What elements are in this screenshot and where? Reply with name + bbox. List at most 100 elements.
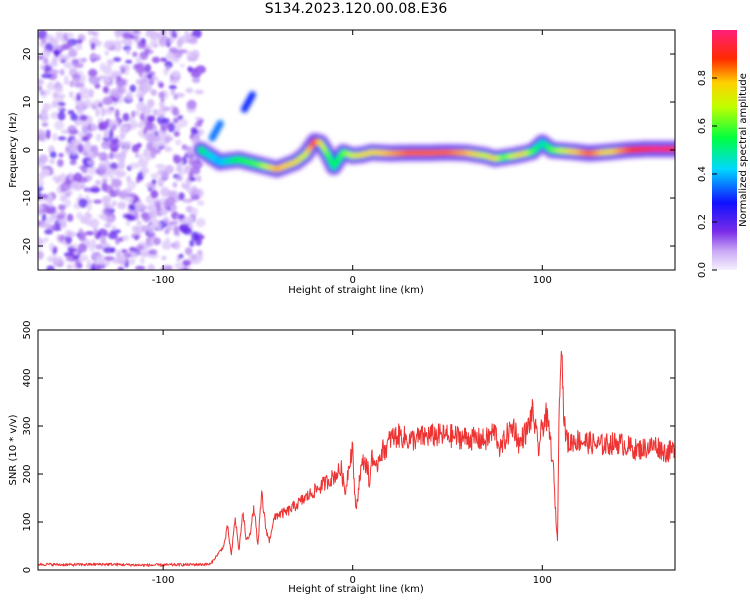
- noise-blob: [168, 190, 179, 197]
- x-tick-label: 0: [350, 275, 356, 286]
- ridge-point: [671, 145, 675, 153]
- noise-blob: [192, 185, 197, 196]
- noise-blob: [38, 208, 43, 216]
- noise-blob: [46, 265, 55, 270]
- noise-blob: [135, 91, 145, 99]
- noise-blob: [65, 234, 73, 245]
- noise-blob: [164, 145, 171, 153]
- noise-blob: [78, 198, 88, 209]
- noise-blob: [80, 90, 91, 100]
- noise-blob: [94, 83, 101, 89]
- noise-blob: [134, 234, 139, 241]
- noise-blob: [57, 204, 66, 211]
- noise-blob: [192, 76, 199, 83]
- noise-blob: [115, 75, 122, 82]
- noise-blob: [173, 130, 180, 137]
- x-tick-label: 100: [533, 275, 552, 286]
- noise-blob: [139, 153, 144, 164]
- noise-blob: [151, 141, 161, 148]
- noise-blob: [146, 134, 156, 142]
- noise-blob: [100, 107, 106, 117]
- noise-blob: [128, 246, 137, 253]
- noise-blob: [160, 57, 168, 62]
- noise-blob: [76, 95, 81, 102]
- noise-blob: [142, 84, 148, 95]
- noise-blob: [65, 256, 70, 262]
- noise-blob: [95, 133, 102, 142]
- noise-blob: [147, 249, 158, 256]
- noise-blob: [75, 43, 83, 51]
- noise-blob: [68, 47, 75, 52]
- noise-blob: [46, 81, 56, 91]
- noise-blob: [149, 31, 161, 40]
- noise-blob: [184, 217, 191, 224]
- noise-blob: [65, 32, 75, 38]
- noise-blob: [53, 120, 65, 130]
- noise-blob: [67, 125, 77, 134]
- noise-blob: [182, 198, 194, 203]
- noise-blob: [76, 38, 83, 45]
- noise-blob: [136, 101, 147, 112]
- noise-blob: [43, 64, 53, 72]
- noise-blob: [144, 155, 152, 162]
- noise-blob: [122, 188, 133, 194]
- noise-blob: [129, 84, 137, 93]
- noise-blob: [116, 154, 126, 162]
- y-tick-label: 20: [22, 48, 33, 61]
- noise-blob: [53, 87, 64, 94]
- noise-blob: [120, 124, 131, 130]
- colorbar-tick-label: 0.4: [697, 166, 708, 182]
- noise-blob: [134, 152, 140, 159]
- noise-blob: [110, 138, 119, 144]
- noise-blob: [129, 258, 136, 266]
- noise-blob: [90, 145, 99, 153]
- noise-blob: [57, 136, 67, 141]
- noise-blob: [117, 201, 127, 210]
- noise-blob: [43, 57, 49, 65]
- noise-blob: [174, 262, 184, 270]
- noise-blob: [64, 145, 72, 156]
- noise-blob: [58, 153, 64, 158]
- noise-blob: [55, 178, 61, 185]
- noise-blob: [113, 42, 122, 52]
- noise-blob: [52, 44, 64, 50]
- streak-point: [248, 91, 256, 99]
- noise-blob: [135, 56, 142, 64]
- noise-blob: [49, 158, 55, 165]
- noise-blob: [95, 108, 100, 117]
- noise-blob: [194, 89, 204, 95]
- noise-blob: [115, 32, 120, 39]
- noise-blob: [108, 119, 119, 126]
- noise-blob: [89, 244, 95, 252]
- noise-blob: [147, 204, 157, 214]
- noise-blob: [195, 253, 204, 262]
- noise-blob: [190, 72, 201, 78]
- spectrogram-xlabel: Height of straight line (km): [288, 285, 424, 296]
- x-tick-label: -100: [152, 275, 175, 286]
- noise-blob: [93, 228, 98, 235]
- noise-blob: [93, 199, 103, 204]
- noise-blob: [103, 128, 110, 139]
- noise-blob: [190, 194, 200, 201]
- noise-blob: [52, 92, 59, 99]
- noise-blob: [98, 121, 110, 130]
- noise-blob: [103, 247, 114, 254]
- noise-blob: [147, 263, 156, 270]
- noise-blob: [166, 51, 176, 60]
- noise-blob: [194, 121, 203, 128]
- noise-blob: [102, 96, 113, 106]
- noise-blob: [89, 76, 100, 85]
- noise-blob: [191, 231, 199, 242]
- noise-blob: [103, 76, 110, 83]
- noise-blob: [173, 240, 181, 250]
- noise-blob: [109, 43, 114, 50]
- noise-blob: [87, 30, 93, 36]
- noise-blob: [41, 37, 46, 44]
- noise-blob: [99, 235, 107, 245]
- noise-blob: [52, 133, 58, 142]
- noise-blob: [124, 67, 129, 76]
- colorbar-tick-label: 0.6: [697, 118, 708, 134]
- noise-blob: [168, 47, 178, 54]
- noise-blob: [77, 144, 84, 153]
- noise-blob: [172, 181, 178, 188]
